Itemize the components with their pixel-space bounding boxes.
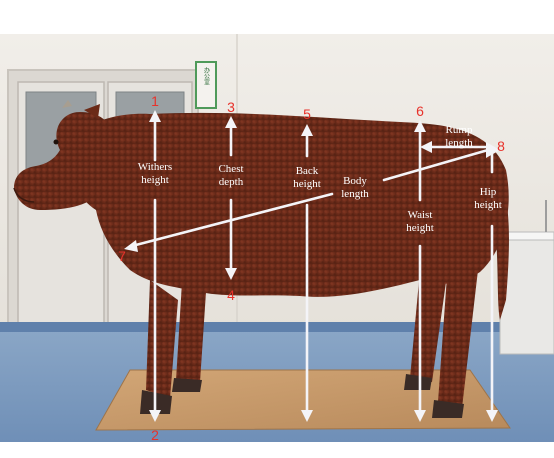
- withers-height-arrowhead-top: [149, 110, 161, 122]
- waist-height-label: Waist height: [395, 209, 445, 235]
- back-height-label: Back height: [282, 165, 332, 191]
- body-length-label: Body length: [330, 175, 380, 201]
- body-length-label-line1: Body: [343, 175, 367, 187]
- hip-height-label: Hip height: [468, 186, 508, 212]
- hip-height-arrowhead-bottom: [486, 410, 498, 422]
- hip-height-label-line2: height: [474, 199, 502, 211]
- body-length-arrow-left: [130, 192, 334, 248]
- point-2: 2: [151, 427, 159, 443]
- point-7: 7: [118, 248, 126, 264]
- rump-length-label-line1: Rump: [445, 124, 473, 136]
- body-length-arrowhead-left: [124, 240, 138, 252]
- withers-height-label-line2: height: [141, 174, 169, 186]
- bottom-margin: [0, 442, 554, 458]
- withers-height-arrowhead-bottom: [149, 410, 161, 422]
- chest-depth-arrowhead-bottom: [225, 268, 237, 280]
- waist-height-arrowhead-bottom: [414, 410, 426, 422]
- withers-height-label-line1: Withers: [137, 161, 173, 173]
- chest-depth-label-line2: depth: [218, 176, 244, 188]
- rump-length-arrowhead-left: [420, 141, 432, 153]
- skirting: [0, 322, 554, 332]
- rump-length-label: Rump length: [434, 124, 484, 150]
- body-length-arrow-right: [382, 148, 490, 182]
- withers-height-label: Withers height: [130, 161, 180, 187]
- back-height-arrowhead-bottom: [301, 410, 313, 422]
- waist-height-arrowhead-top: [414, 120, 426, 132]
- hip-height-label-line1: Hip: [479, 186, 497, 198]
- point-3: 3: [227, 99, 235, 115]
- chest-depth-label: Chest depth: [206, 163, 256, 189]
- point-4: 4: [227, 287, 235, 303]
- back-height-label-line1: Back: [295, 165, 319, 177]
- wall-sign-text: 办公室: [203, 66, 210, 85]
- rump-length-label-line2: length: [445, 137, 473, 149]
- measurement-arrows: [124, 110, 500, 422]
- wall-sign: [195, 61, 217, 109]
- top-margin: [0, 0, 554, 34]
- point-1: 1: [151, 93, 159, 109]
- point-5: 5: [303, 106, 311, 122]
- waist-height-label-line1: Waist: [407, 209, 433, 221]
- point-8-arrowhead: [486, 142, 500, 158]
- body-length-label-line2: length: [341, 188, 369, 200]
- waist-height-label-line2: height: [406, 222, 434, 234]
- chest-depth-arrowhead-top: [225, 116, 237, 128]
- point-6: 6: [416, 103, 424, 119]
- back-height-arrowhead-top: [301, 124, 313, 136]
- sink-cabinet: [499, 235, 554, 355]
- chest-depth-label-line1: Chest: [218, 163, 244, 175]
- back-height-label-line2: height: [293, 178, 321, 190]
- point-8: 8: [497, 138, 505, 154]
